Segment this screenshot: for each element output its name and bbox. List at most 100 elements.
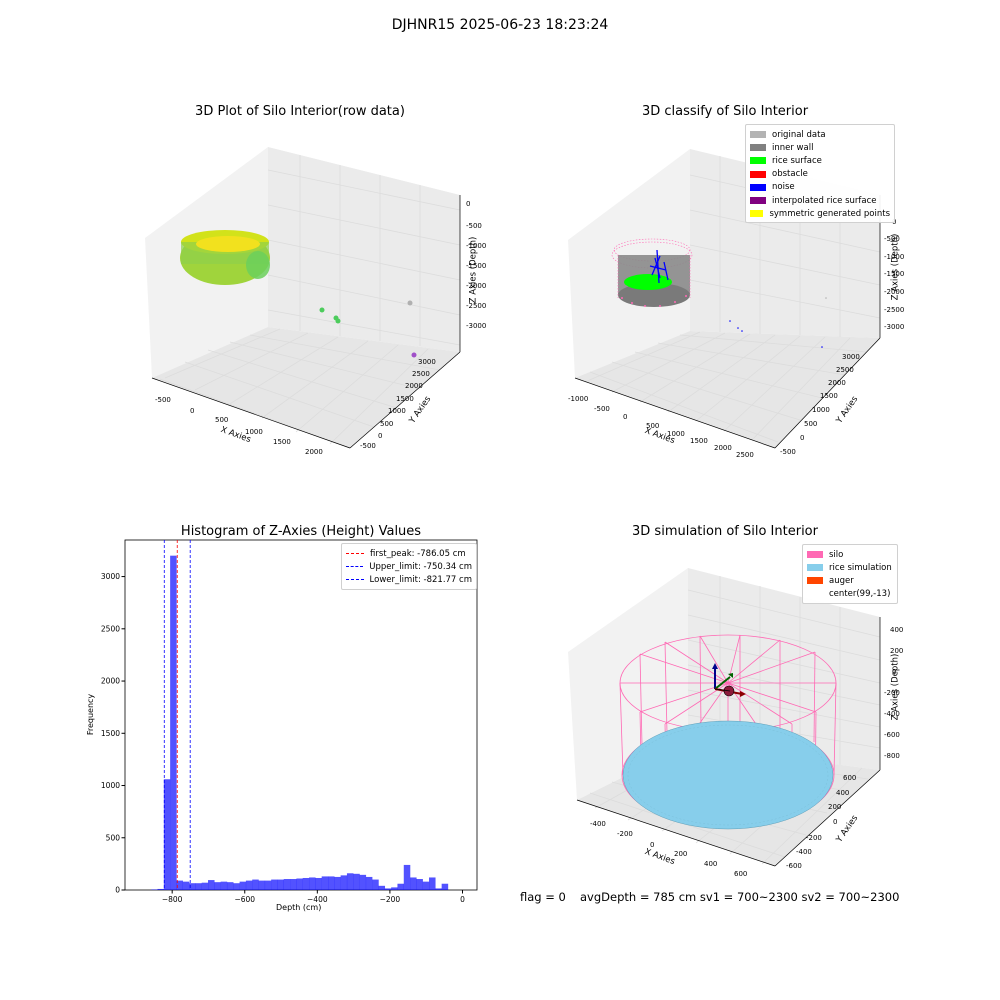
hist-bar <box>233 883 240 890</box>
hist-bar <box>391 887 398 890</box>
legend-line <box>346 579 364 581</box>
hist-x-tick-label: −400 <box>307 895 328 904</box>
plot1-x-tick: 1500 <box>273 438 291 446</box>
hist-bar <box>277 879 284 890</box>
hist-bar <box>226 882 234 890</box>
hist-bar <box>189 883 196 890</box>
hist-bar <box>410 877 417 890</box>
hist-bar <box>239 881 247 890</box>
legend-label: noise <box>772 182 795 193</box>
legend-label: obstacle <box>772 169 808 180</box>
plot2-z-tick: -2500 <box>884 306 905 314</box>
legend-swatch <box>750 170 766 178</box>
legend-label: Lower_limit: -821.77 cm <box>369 574 472 585</box>
legend-entry: Upper_limit: -750.34 cm <box>346 560 472 573</box>
legend-entry: first_peak: -786.05 cm <box>346 547 472 560</box>
hist-bar <box>214 882 221 890</box>
plot1-canvas <box>145 147 461 449</box>
plot4-auger <box>712 663 746 697</box>
hist-bar <box>170 555 177 890</box>
plot1-z-tick: -500 <box>466 222 482 230</box>
plot1-title: 3D Plot of Silo Interior(row data) <box>195 104 405 119</box>
hist-bar <box>384 888 392 890</box>
hist-bar <box>220 881 228 890</box>
hist-x-tick-label: 0 <box>460 895 465 904</box>
hist-x-tick-label: −600 <box>234 895 255 904</box>
plot4-y-tick: 400 <box>836 789 850 797</box>
legend-label: rice simulation <box>829 562 892 573</box>
legend-swatch <box>807 591 823 598</box>
hist-y-tick-label: 2500 <box>101 624 120 633</box>
plot1-floor-pane <box>152 327 460 448</box>
legend-entry: obstacle <box>750 168 890 181</box>
hist-bar <box>296 878 303 890</box>
hist-y-tick-label: 1500 <box>101 729 120 738</box>
plot2-floor-pane <box>575 331 880 448</box>
plot2-z-tick: -1000 <box>884 253 905 261</box>
plot1-x-ticks: -500 0 500 1000 1500 2000 <box>155 396 335 456</box>
legend-line <box>346 566 364 568</box>
legend-label: auger <box>829 575 854 586</box>
plot2-x-tick: 2500 <box>736 451 754 459</box>
hist-bar <box>321 876 329 890</box>
plot1-y-ticks: -500 0 500 1000 1500 2000 2500 3000 <box>360 358 440 450</box>
plot2-y-tick: 1500 <box>820 392 838 400</box>
plot4-x-ticks: -400 -200 0 200 400 600 <box>584 818 774 878</box>
hist-bar <box>258 880 266 890</box>
plot2-y-tick: 0 <box>800 434 805 442</box>
hist-y-tick-label: 0 <box>115 886 120 895</box>
hist-bar <box>340 875 348 890</box>
plot2-noise-points <box>729 320 823 348</box>
plot2-y-tick: 2000 <box>828 379 846 387</box>
plot4-z-tick: 200 <box>890 647 904 655</box>
legend-label: original data <box>772 129 826 140</box>
plot2-x-tick: 500 <box>646 422 660 430</box>
plot2-z-tick: -2000 <box>884 288 905 296</box>
plot1-grid <box>159 155 461 449</box>
plot2-z-tick: -500 <box>884 235 900 243</box>
legend-line <box>346 553 364 555</box>
plot2-z-tick: -3000 <box>884 323 905 331</box>
plot1-z-tick: 0 <box>466 200 471 208</box>
hist-bar <box>176 880 183 890</box>
hist-bars <box>151 555 449 890</box>
plot4-x-tick: -200 <box>617 830 633 838</box>
plot1-y-tick: -500 <box>360 442 376 450</box>
plot2-y-tick: -500 <box>780 448 796 456</box>
hist-bar <box>441 883 449 890</box>
plot2-x-ticks: -1000 -500 0 500 1000 1500 2000 2500 <box>568 395 768 459</box>
hist-bar <box>157 888 165 890</box>
hist-bar <box>403 864 411 890</box>
hist-y-tick-label: 1000 <box>101 781 120 790</box>
plot2-y-ticks: -500 0 500 1000 1500 2000 2500 3000 <box>780 352 870 457</box>
hist-bar <box>378 885 386 890</box>
legend-label: symmetric generated points <box>769 208 890 219</box>
plot2-x-tick: -500 <box>594 405 610 413</box>
legend-entry: silo <box>807 548 893 561</box>
plot2-silo-cluster <box>611 238 693 307</box>
plot4-z-tick: -600 <box>884 731 900 739</box>
legend-label: interpolated rice surface <box>772 195 877 206</box>
hist-bar <box>309 877 316 890</box>
hist-x-ticks: −800 −600 −400 −200 0 <box>162 890 465 904</box>
plot1-x-tick: 500 <box>215 416 229 424</box>
legend-swatch <box>750 131 766 139</box>
plot4-y-tick: 200 <box>828 803 842 811</box>
hist-bar <box>346 873 354 890</box>
legend-entry: Lower_limit: -821.77 cm <box>346 573 472 586</box>
legend-label: rice surface <box>772 155 822 166</box>
hist-bar <box>302 877 310 890</box>
plot1-z-tick: -1000 <box>466 242 487 250</box>
plot4-title: 3D simulation of Silo Interior <box>632 524 818 539</box>
legend-label: silo <box>829 549 844 560</box>
hist-bar <box>397 883 404 890</box>
plot4-axis-lines <box>576 617 881 867</box>
plot4-x-tick: 400 <box>704 860 718 868</box>
legend-entry: center(99,-13) <box>807 588 893 601</box>
plot4-z-ticks: 400 200 0 -200 -400 -600 -800 <box>884 624 924 764</box>
plot2-z-tick: -1500 <box>884 270 905 278</box>
flag-text: flag = 0 <box>520 890 566 904</box>
legend-label: inner wall <box>772 142 814 153</box>
figure-title: DJHNR15 2025-06-23 18:23:24 <box>391 17 609 33</box>
